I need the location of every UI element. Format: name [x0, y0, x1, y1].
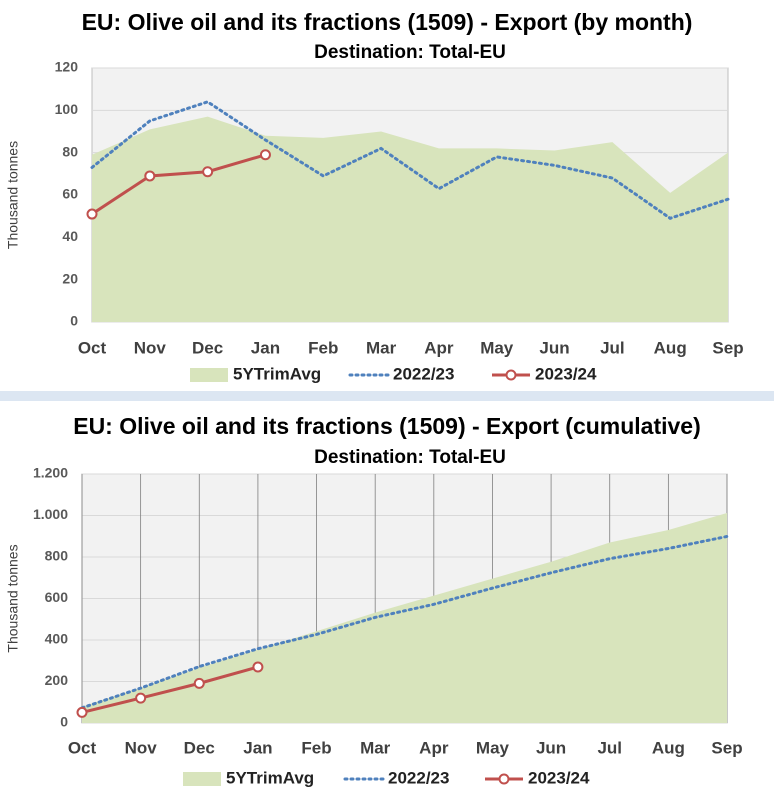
x-tick-label: Mar: [366, 338, 397, 357]
point: [202, 166, 214, 178]
x-tick-label: Dec: [184, 738, 215, 757]
x-tick-label: Jun: [539, 338, 569, 357]
chart-subtitle: Destination: Total-EU: [314, 447, 506, 468]
x-tick-label: Feb: [301, 738, 331, 757]
legend-label: 2022/23: [393, 364, 454, 383]
y-tick-label: 200: [45, 672, 69, 688]
x-tick-label: Dec: [192, 338, 223, 357]
x-tick-label: Jul: [600, 338, 625, 357]
line: [80, 534, 729, 710]
x-tick-label: Jan: [251, 338, 280, 357]
x-tick-label: Mar: [360, 738, 391, 757]
x-tick-label: Apr: [419, 738, 449, 757]
x-tick-label: Apr: [424, 338, 454, 357]
y-tick-label: 100: [55, 101, 79, 117]
x-tick-label: Sep: [711, 738, 742, 757]
chart-title: EU: Olive oil and its fractions (1509) -…: [73, 413, 701, 439]
point: [86, 208, 98, 220]
x-tick-label: Oct: [68, 738, 97, 757]
y-axis-label: Thousand tonnes: [5, 141, 21, 249]
legend-label: 5YTrimAvg: [233, 364, 321, 383]
x-tick-label: Jul: [597, 738, 622, 757]
legend-swatch: [190, 368, 228, 382]
y-tick-label: 1.000: [33, 506, 68, 522]
x-tick-label: Jun: [536, 738, 566, 757]
y-tick-label: 20: [62, 270, 78, 286]
y-axis-label: Thousand tonnes: [5, 544, 21, 652]
point: [193, 677, 205, 689]
x-tick-label: Aug: [652, 738, 685, 757]
y-tick-label: 800: [45, 548, 69, 564]
legend-label: 2023/24: [528, 768, 590, 787]
separator: [0, 391, 774, 401]
point: [135, 692, 147, 704]
y-tick-label: 600: [45, 589, 69, 605]
line: [91, 153, 266, 216]
y-tick-label: 120: [55, 59, 79, 75]
point: [76, 706, 88, 718]
y-tick-label: 60: [62, 186, 78, 202]
line: [90, 100, 730, 220]
x-tick-label: Aug: [654, 338, 687, 357]
y-tick-label: 400: [45, 631, 69, 647]
x-tick-label: May: [476, 738, 510, 757]
x-tick-label: May: [480, 338, 514, 357]
legend-label: 2022/23: [388, 768, 449, 787]
x-tick-label: Oct: [78, 338, 107, 357]
y-tick-label: 80: [62, 143, 78, 159]
y-tick-label: 1.200: [33, 465, 68, 481]
legend-marker: [498, 773, 510, 785]
y-tick-label: 40: [62, 228, 78, 244]
point: [144, 170, 156, 182]
chart-subtitle: Destination: Total-EU: [314, 42, 506, 63]
x-tick-label: Nov: [134, 338, 167, 357]
legend-label: 5YTrimAvg: [226, 768, 314, 787]
x-tick-label: Sep: [712, 338, 743, 357]
x-tick-label: Jan: [243, 738, 272, 757]
legend-label: 2023/24: [535, 364, 597, 383]
point: [252, 661, 264, 673]
legend-marker: [505, 369, 517, 381]
x-tick-label: Feb: [308, 338, 338, 357]
y-tick-label: 0: [70, 313, 78, 329]
x-tick-label: Nov: [125, 738, 158, 757]
point: [259, 149, 271, 161]
y-tick-label: 0: [60, 714, 68, 730]
line: [81, 665, 259, 714]
chart-title: EU: Olive oil and its fractions (1509) -…: [82, 9, 693, 35]
legend-swatch: [183, 772, 221, 786]
